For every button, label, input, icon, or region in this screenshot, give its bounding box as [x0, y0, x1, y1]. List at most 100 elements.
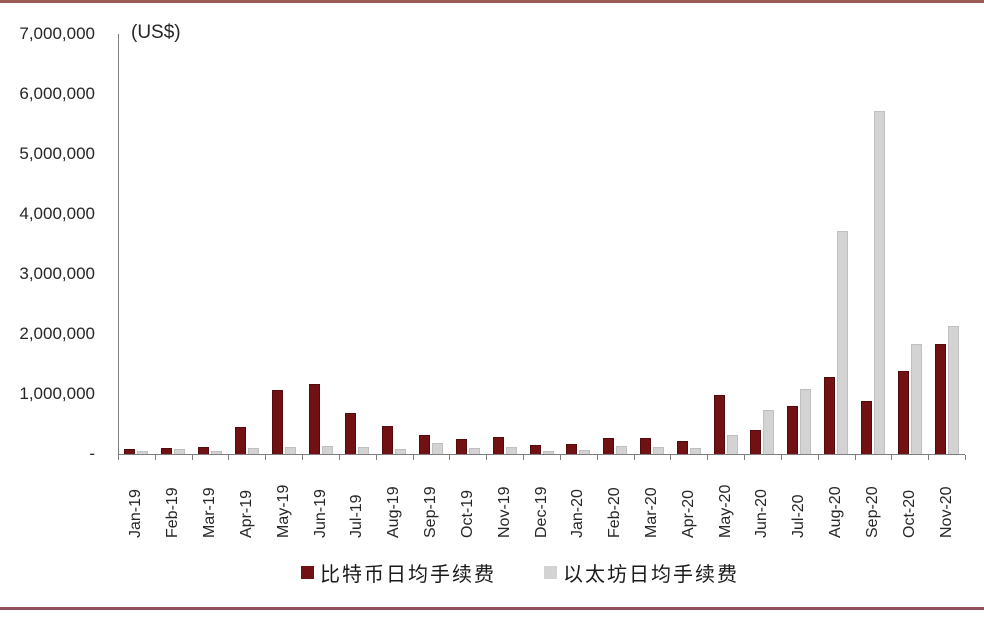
bar-eth-Apr-20: [689, 448, 701, 454]
y-axis-line: [118, 34, 119, 459]
bar-eth-Feb-19: [174, 449, 186, 454]
x-axis-tick: [817, 455, 819, 460]
bar-eth-Oct-20: [910, 344, 922, 454]
btc-legend-label: 比特币日均手续费: [320, 564, 496, 586]
unit-label: (US$): [131, 22, 181, 43]
x-axis-tick: [265, 455, 267, 460]
x-tick-label: Jun-19: [311, 489, 329, 538]
x-axis-tick: [486, 455, 488, 460]
bar-btc-Oct-19: [455, 439, 467, 454]
bar-btc-Apr-19: [234, 427, 246, 454]
bar-btc-Jul-19: [345, 413, 357, 454]
x-tick-label: Dec-19: [532, 486, 550, 538]
y-tick-label: 1,000,000: [19, 384, 95, 403]
x-tick-label: Jul-19: [348, 494, 366, 538]
x-axis-tick: [412, 455, 414, 460]
legend-item-eth: 以太坊日均手续费: [544, 558, 739, 587]
bar-eth-Sep-19: [432, 443, 444, 454]
bar-btc-May-19: [271, 390, 283, 454]
x-axis-line: [118, 454, 965, 455]
bar-btc-Mar-20: [639, 438, 651, 454]
legend: 比特币日均手续费 以太坊日均手续费: [0, 558, 984, 587]
x-axis-tick: [559, 455, 561, 460]
bar-eth-Jul-20: [800, 389, 812, 454]
y-tick-label: -: [89, 444, 95, 463]
x-axis-tick: [523, 455, 525, 460]
bar-btc-Jan-19: [124, 449, 136, 454]
bar-eth-Jun-19: [321, 446, 333, 454]
x-tick-label: Jul-20: [790, 494, 808, 538]
bar-eth-Aug-20: [837, 231, 849, 454]
x-tick-label: Nov-19: [495, 486, 513, 538]
bar-eth-Sep-20: [873, 111, 885, 454]
x-axis-tick: [965, 455, 966, 460]
legend-item-btc: 比特币日均手续费: [301, 558, 496, 587]
bar-btc-Sep-20: [860, 401, 872, 454]
x-tick-label: Mar-20: [642, 487, 660, 538]
bar-btc-Nov-19: [492, 437, 504, 454]
btc-legend-swatch-icon: [301, 566, 314, 579]
bar-btc-Aug-19: [382, 426, 394, 454]
x-tick-label: May-20: [716, 484, 734, 538]
x-tick-label: Jan-19: [127, 489, 145, 538]
bar-btc-Jan-20: [566, 444, 578, 454]
bar-btc-Apr-20: [676, 441, 688, 454]
bar-btc-Feb-19: [161, 448, 173, 454]
x-axis-tick: [744, 455, 746, 460]
x-axis-tick: [928, 455, 930, 460]
eth-legend-swatch-icon: [544, 566, 557, 579]
x-axis-tick: [707, 455, 709, 460]
eth-legend-label: 以太坊日均手续费: [563, 564, 739, 586]
y-tick-label: 4,000,000: [19, 204, 95, 223]
bar-eth-Jun-20: [763, 410, 775, 454]
bar-btc-May-20: [713, 395, 725, 454]
bar-eth-Mar-20: [652, 447, 664, 454]
bar-btc-Jun-20: [750, 430, 762, 454]
x-tick-label: Feb-20: [606, 487, 624, 538]
bar-btc-Feb-20: [603, 438, 615, 454]
y-tick-label: 2,000,000: [19, 324, 95, 343]
x-tick-label: Aug-19: [385, 486, 403, 538]
y-tick-label: 5,000,000: [19, 144, 95, 163]
x-axis-tick: [891, 455, 893, 460]
x-tick-label: May-19: [274, 484, 292, 538]
x-axis-tick: [596, 455, 598, 460]
x-axis-tick: [780, 455, 782, 460]
y-tick-label: 7,000,000: [19, 24, 95, 43]
bar-eth-Dec-19: [542, 451, 554, 454]
x-axis-tick: [154, 455, 156, 460]
bottom-border-rule: [0, 607, 984, 610]
bar-btc-Mar-19: [198, 447, 210, 454]
bar-eth-Feb-20: [616, 446, 628, 454]
bar-btc-Oct-20: [897, 371, 909, 454]
bar-eth-Oct-19: [468, 448, 480, 454]
x-axis-tick: [670, 455, 672, 460]
bar-eth-Apr-19: [247, 448, 259, 454]
x-tick-label: Nov-20: [937, 486, 955, 538]
bar-btc-Jul-20: [787, 406, 799, 454]
x-tick-label: Jan-20: [569, 489, 587, 538]
x-tick-label: Oct-19: [458, 489, 476, 538]
bar-eth-Jan-19: [137, 451, 149, 454]
bar-eth-Mar-19: [211, 451, 223, 454]
x-axis-tick: [633, 455, 635, 460]
x-axis-tick: [449, 455, 451, 460]
bar-eth-Nov-19: [505, 447, 517, 454]
x-axis-tick: [338, 455, 340, 460]
x-axis-tick: [302, 455, 304, 460]
bar-btc-Jun-19: [308, 384, 320, 454]
x-tick-label: Apr-19: [237, 489, 255, 538]
bar-eth-Jul-19: [358, 447, 370, 454]
x-tick-label: Aug-20: [827, 486, 845, 538]
x-axis-tick: [228, 455, 230, 460]
x-axis-tick: [118, 455, 119, 460]
bar-btc-Nov-20: [934, 344, 946, 454]
x-tick-label: Sep-20: [863, 486, 881, 538]
x-tick-label: Feb-19: [164, 487, 182, 538]
bar-eth-May-20: [726, 435, 738, 454]
bar-eth-Nov-20: [947, 326, 959, 454]
bar-eth-Aug-19: [395, 449, 407, 454]
x-tick-label: Sep-19: [422, 486, 440, 538]
bar-eth-May-19: [284, 447, 296, 454]
x-tick-label: Mar-19: [201, 487, 219, 538]
